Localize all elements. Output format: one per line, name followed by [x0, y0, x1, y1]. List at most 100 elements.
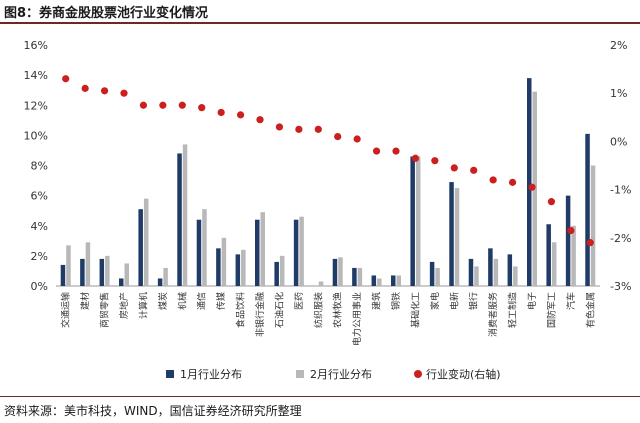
y-left-tick-label: 2% — [31, 250, 48, 263]
change-point — [353, 135, 361, 143]
change-point — [81, 84, 89, 92]
x-category-label: 基础化工 — [409, 292, 421, 328]
chart: 0% 2% 4% 6% 8% 10% 12% 14% 16% -3% -2% -1% 0% 1% 2% 交通运… — [24, 39, 632, 381]
x-category-label: 房地产 — [118, 292, 130, 319]
change-point — [470, 166, 478, 174]
y-right-tick-label: 1% — [610, 87, 627, 100]
legend-jan-label: 1月行业分布 — [180, 368, 242, 381]
change-point — [159, 101, 167, 109]
bar-feb — [299, 216, 304, 286]
bar-feb — [318, 281, 324, 286]
bar-jan — [391, 275, 396, 286]
bar-feb — [377, 278, 382, 286]
x-category-label: 传媒 — [215, 292, 227, 310]
bar-feb — [85, 242, 91, 286]
change-point — [411, 154, 420, 162]
x-category-label: 纺织服装 — [312, 292, 324, 328]
y-left-tick-label: 6% — [31, 190, 48, 203]
x-category-label: 商贸零售 — [99, 292, 111, 328]
legend-change-swatch — [414, 370, 422, 378]
legend-jan-swatch — [166, 370, 174, 378]
change-point — [547, 198, 556, 206]
y-right-tick-label: 0% — [610, 135, 627, 148]
x-category-label: 机械 — [176, 292, 188, 310]
bar-jan — [157, 278, 163, 286]
bar-feb — [66, 245, 71, 286]
x-category-label: 电新 — [448, 292, 460, 310]
change-point — [334, 132, 342, 141]
x-category-label: 银行 — [468, 292, 480, 310]
x-category-label: 汽车 — [565, 292, 577, 310]
bar-jan — [60, 264, 66, 286]
bar-feb — [493, 258, 499, 286]
x-category-label: 农林牧渔 — [332, 292, 344, 328]
legend-feb-swatch — [296, 370, 304, 378]
bar-jan — [196, 219, 202, 286]
y-right-tick-label: -1% — [610, 184, 631, 197]
bar-feb — [221, 237, 227, 286]
bar-feb — [260, 212, 265, 286]
bar-feb — [124, 263, 129, 286]
source-divider — [0, 396, 640, 397]
source-note: 资料来源：美市科技，WIND，国信证券经济研究所整理 — [4, 404, 302, 418]
bar-feb — [454, 188, 460, 286]
change-point — [62, 75, 70, 83]
bar-feb — [513, 266, 518, 286]
y-left-tick-label: 0% — [31, 280, 48, 293]
x-category-label: 有色金属 — [584, 292, 596, 328]
change-point — [392, 147, 400, 155]
bar-feb — [143, 198, 149, 286]
change-point — [567, 226, 575, 235]
legend-feb-label: 2月行业分布 — [310, 368, 372, 381]
bar-jan — [565, 195, 571, 286]
x-category-label: 电子 — [526, 292, 538, 310]
bar-jan — [410, 156, 415, 286]
change-point — [139, 101, 148, 109]
bar-jan — [468, 258, 474, 286]
x-category-label: 钢铁 — [390, 292, 402, 310]
x-category-label: 煤炭 — [157, 292, 169, 310]
title-divider — [0, 22, 640, 24]
change-point — [586, 239, 594, 247]
bar-feb — [202, 209, 207, 286]
bar-feb — [163, 267, 168, 286]
x-category-label: 轻工制造 — [507, 292, 519, 328]
bar-jan — [585, 133, 590, 286]
bar-jan — [80, 258, 85, 286]
bar-feb — [415, 156, 421, 286]
change-point — [314, 125, 322, 133]
change-point — [256, 116, 264, 124]
y-left-tick-label: 16% — [24, 39, 48, 52]
change-point — [295, 125, 303, 133]
change-point — [431, 157, 439, 165]
chart-title: 图8：券商金股股票池行业变化情况 — [4, 6, 209, 21]
x-category-label: 计算机 — [137, 292, 149, 319]
change-point — [236, 111, 245, 119]
bar-feb — [105, 255, 110, 286]
bar-feb — [474, 266, 479, 286]
x-category-label: 医药 — [294, 292, 305, 310]
bar-jan — [488, 248, 493, 286]
bar-feb — [590, 165, 596, 286]
change-point — [198, 104, 206, 112]
change-point — [178, 101, 186, 109]
y-right-tick-label: 2% — [610, 39, 627, 52]
y-left-tick-label: 14% — [24, 69, 48, 82]
bar-jan — [235, 254, 241, 286]
x-category-label: 国防军工 — [545, 292, 557, 328]
bar-jan — [177, 153, 182, 286]
x-category-label: 通信 — [196, 292, 208, 310]
x-category-label: 电力公用事业 — [351, 292, 363, 346]
x-category-label: 石油石化 — [273, 292, 285, 328]
change-point — [372, 147, 381, 155]
bar-jan — [332, 258, 338, 286]
bar-jan — [293, 219, 299, 286]
bar-feb — [396, 275, 401, 286]
y-left-tick-label: 4% — [31, 220, 48, 233]
y-left-tick-label: 12% — [24, 99, 48, 112]
bar-jan — [371, 275, 377, 286]
bar-jan — [546, 224, 551, 286]
legend-change-label: 行业变动(右轴) — [426, 367, 501, 381]
x-category-label: 食品饮料 — [235, 292, 247, 328]
bar-jan — [99, 258, 105, 286]
